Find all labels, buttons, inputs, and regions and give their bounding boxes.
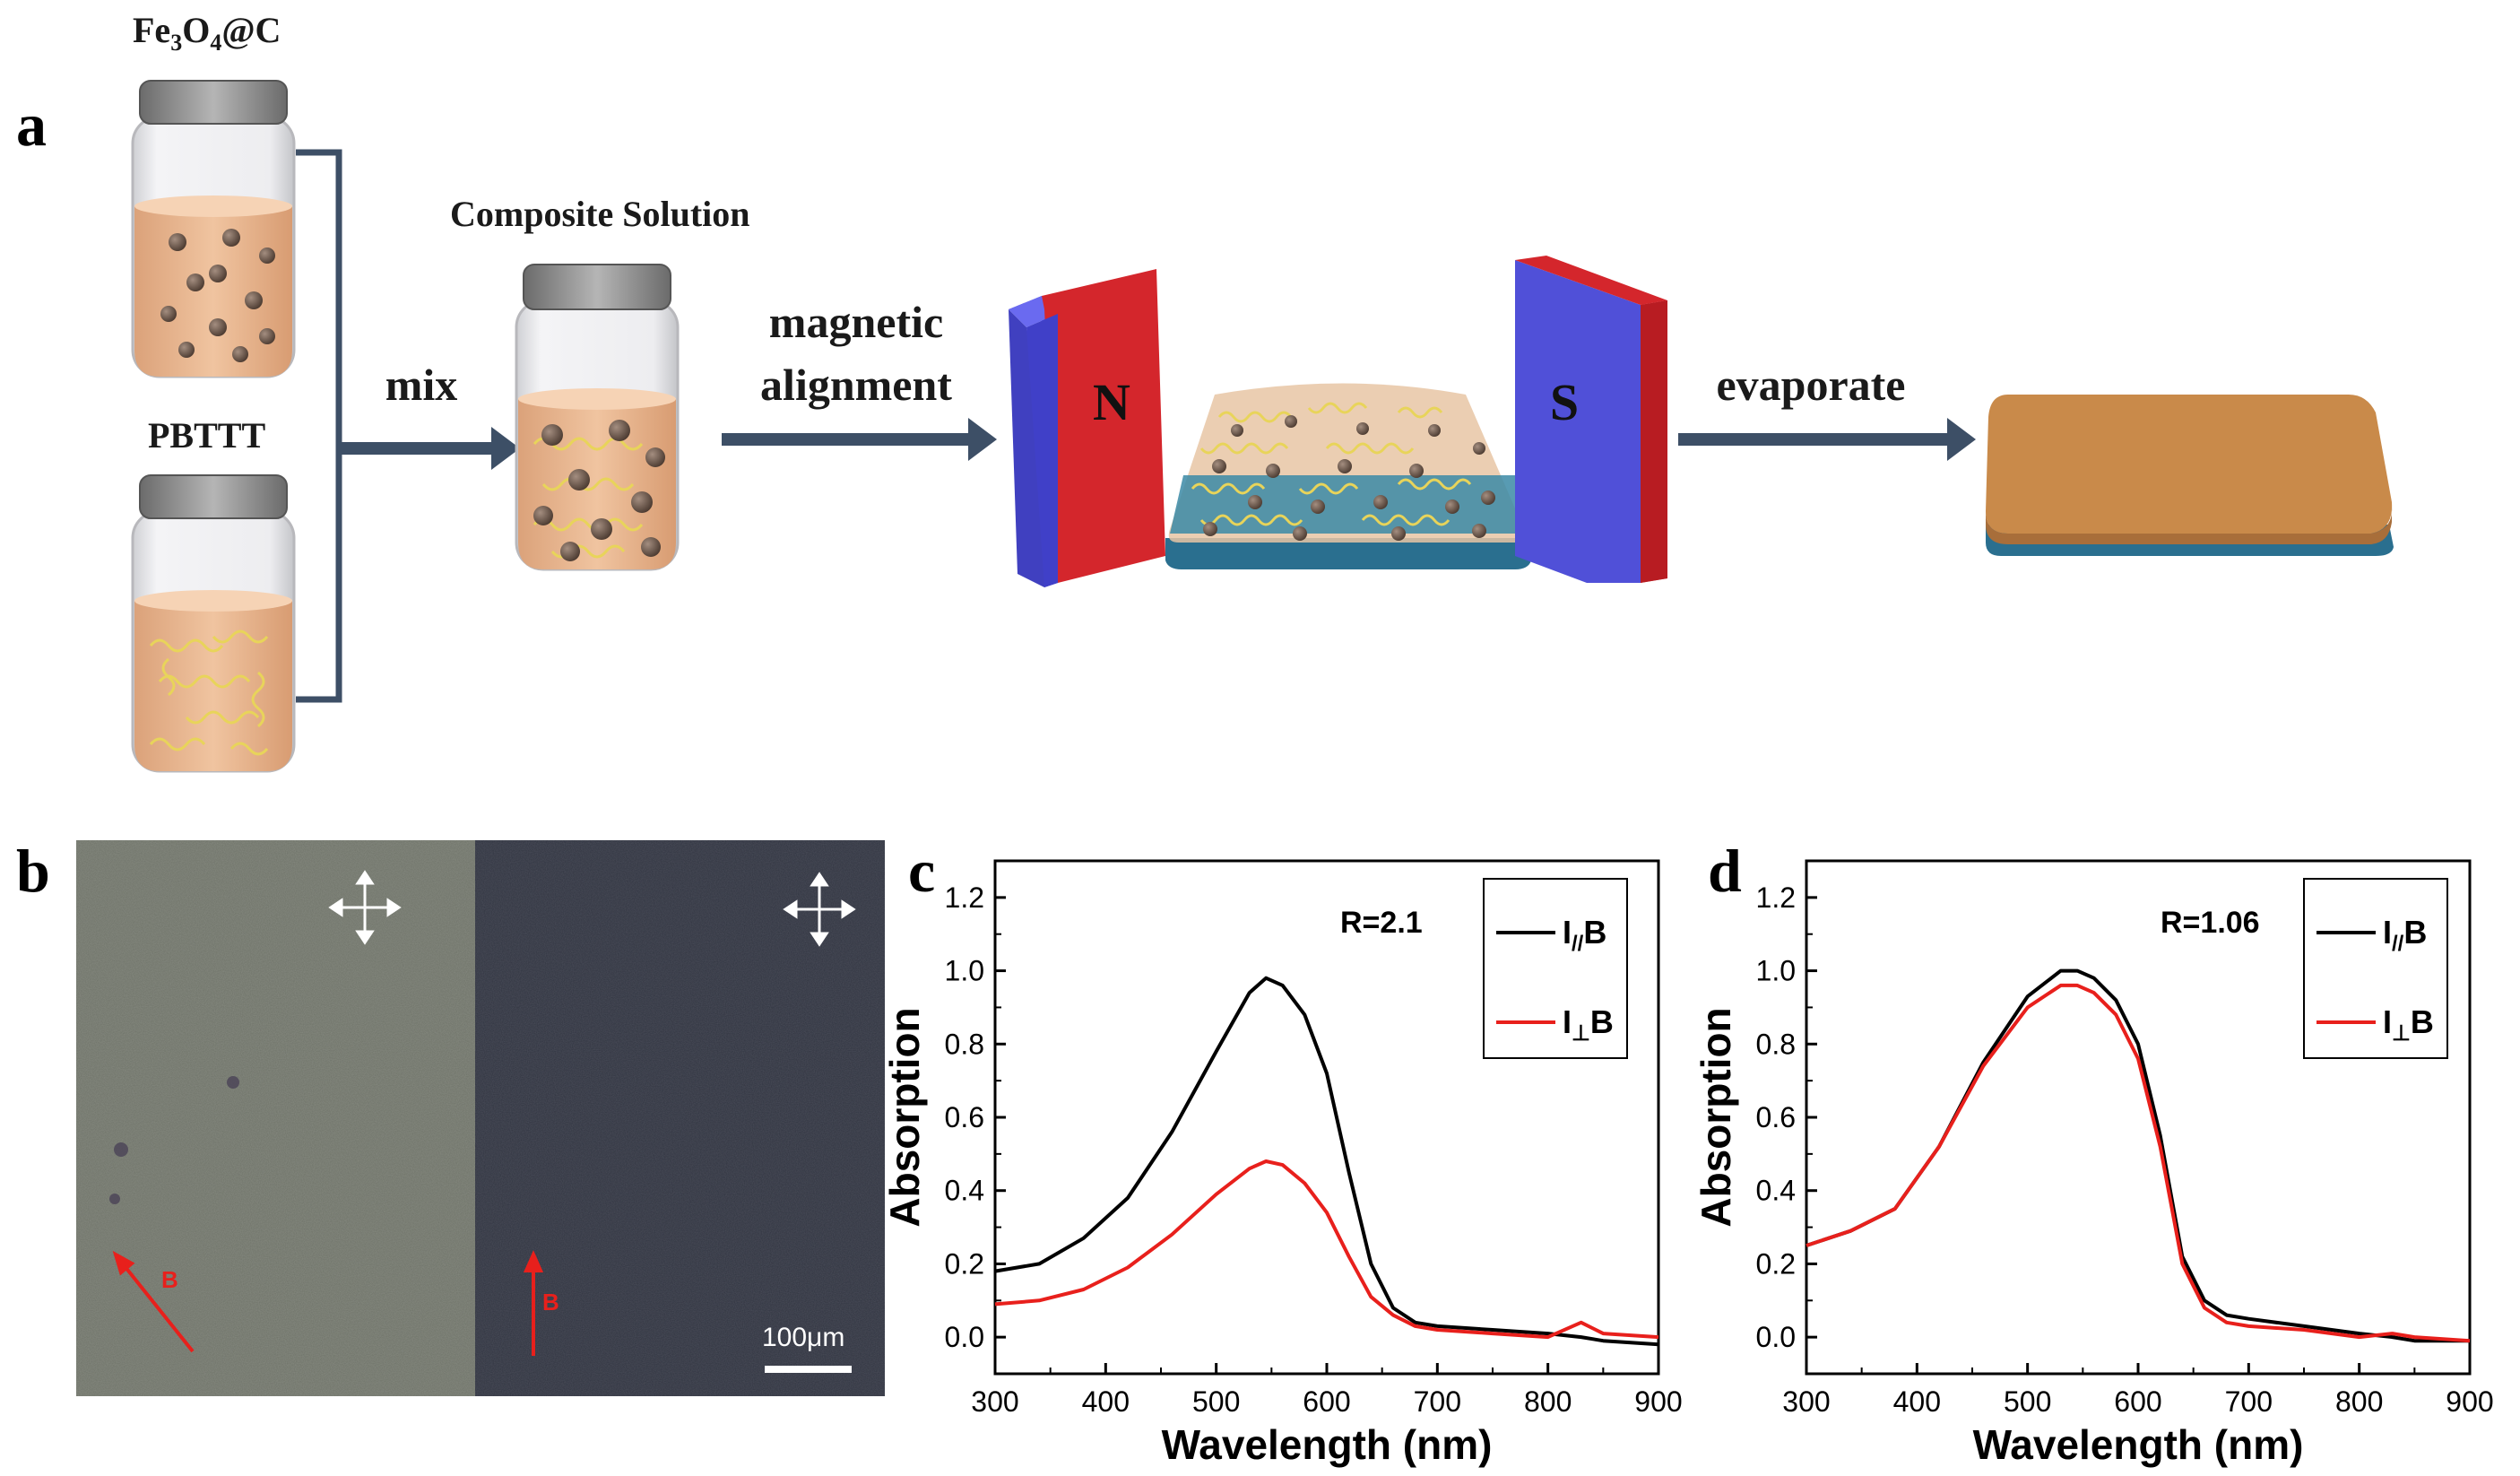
x-axis-label: Wavelength (nm) bbox=[1973, 1421, 2304, 1468]
y-tick-label: 1.0 bbox=[945, 955, 984, 987]
vial-fe3o4c bbox=[131, 80, 296, 378]
legend-box bbox=[2303, 878, 2448, 1059]
y-tick-label: 0.4 bbox=[1756, 1175, 1796, 1207]
ratio-annotation: R=2.1 bbox=[1340, 906, 1423, 940]
series-line bbox=[994, 976, 1659, 1347]
field-label-right: B bbox=[542, 1289, 559, 1315]
y-axis-label: Absorption bbox=[883, 1007, 928, 1227]
field-arrow-left bbox=[112, 1250, 195, 1353]
fe3o4c-label: Fe3O4@C bbox=[133, 10, 281, 56]
y-tick-label: 0.2 bbox=[1756, 1247, 1796, 1280]
y-tick-label: 0.2 bbox=[945, 1247, 984, 1280]
step-label-alignment: alignment bbox=[760, 360, 952, 410]
polarizer-cross-left bbox=[328, 870, 402, 945]
y-tick-label: 1.2 bbox=[945, 881, 984, 914]
field-label-left: B bbox=[161, 1266, 178, 1293]
x-tick-label: 500 bbox=[1192, 1385, 1240, 1418]
magnet-s bbox=[1515, 256, 1667, 583]
x-tick-label: 900 bbox=[1634, 1385, 1682, 1418]
vial-composite bbox=[515, 264, 680, 571]
y-tick-label: 1.0 bbox=[1756, 955, 1796, 987]
step-label-magnetic: magnetic bbox=[768, 297, 944, 347]
y-tick-label: 0.0 bbox=[945, 1321, 984, 1353]
final-film bbox=[1986, 395, 2394, 556]
magnet-n-label: N bbox=[1093, 373, 1130, 431]
legend-label: I⊥B bbox=[2383, 1003, 2434, 1046]
y-tick-label: 0.8 bbox=[945, 1028, 984, 1060]
x-tick-label: 800 bbox=[1524, 1385, 1572, 1418]
sample-tray bbox=[1165, 383, 1536, 569]
mix-bracket bbox=[296, 149, 342, 703]
legend-box bbox=[1483, 878, 1628, 1059]
x-axis-label: Wavelength (nm) bbox=[1162, 1421, 1493, 1468]
x-tick-label: 900 bbox=[2446, 1385, 2493, 1418]
y-tick-label: 0.6 bbox=[945, 1101, 984, 1133]
panel-letter-c: c bbox=[908, 837, 936, 905]
arrow-evaporate bbox=[1678, 418, 1976, 461]
scale-bar-label: 100μm bbox=[762, 1323, 845, 1352]
ratio-annotation: R=1.06 bbox=[2161, 906, 2260, 940]
x-tick-label: 600 bbox=[2114, 1385, 2161, 1418]
absorption-chart-c: 300 400 500 600 700 800 900 0.0 0.2 0.4 0.6 0.8 1.0 1… bbox=[883, 859, 1683, 1468]
legend-label: I⊥B bbox=[1563, 1003, 1614, 1046]
panel-a-schematic bbox=[131, 80, 2394, 773]
panel-letter-a: a bbox=[16, 91, 47, 159]
legend-label: I//B bbox=[2383, 914, 2427, 956]
field-arrow-right bbox=[523, 1250, 544, 1356]
y-tick-label: 0.0 bbox=[1756, 1321, 1796, 1353]
arrow-mix bbox=[339, 427, 520, 470]
panel-letter-b: b bbox=[16, 837, 50, 905]
composite-solution-label: Composite Solution bbox=[450, 194, 750, 234]
legend-label: I//B bbox=[1563, 914, 1606, 956]
x-tick-label: 500 bbox=[2004, 1385, 2051, 1418]
polarized-micrographs bbox=[76, 840, 885, 1396]
x-tick-label: 700 bbox=[1414, 1385, 1461, 1418]
y-tick-label: 0.4 bbox=[945, 1175, 984, 1207]
series-line bbox=[994, 1159, 1659, 1340]
x-tick-label: 700 bbox=[2225, 1385, 2273, 1418]
series-line bbox=[1806, 983, 2471, 1343]
x-tick-label: 400 bbox=[1893, 1385, 1941, 1418]
step-label-evaporate: evaporate bbox=[1716, 360, 1906, 410]
x-tick-label: 300 bbox=[971, 1385, 1018, 1418]
panel-letter-d: d bbox=[1708, 837, 1742, 905]
arrow-magnetic-alignment bbox=[722, 418, 997, 461]
magnet-n bbox=[1009, 269, 1165, 587]
absorption-chart-d: 300 400 500 600 700 800 900 0.0 0.2 0.4 0.6 0.8 1.0 1… bbox=[1694, 859, 2494, 1468]
x-tick-label: 400 bbox=[1082, 1385, 1130, 1418]
step-label-mix: mix bbox=[385, 360, 458, 410]
polarizer-cross-right bbox=[783, 872, 856, 947]
x-tick-label: 600 bbox=[1303, 1385, 1350, 1418]
pbttt-label: PBTTT bbox=[148, 415, 266, 456]
y-tick-label: 0.8 bbox=[1756, 1028, 1796, 1060]
y-axis-label: Absorption bbox=[1694, 1007, 1739, 1227]
x-tick-label: 300 bbox=[1782, 1385, 1830, 1418]
y-tick-label: 0.6 bbox=[1756, 1101, 1796, 1133]
magnet-s-label: S bbox=[1549, 373, 1580, 431]
vial-pbttt bbox=[131, 474, 296, 773]
y-tick-label: 1.2 bbox=[1756, 881, 1796, 914]
x-tick-label: 800 bbox=[2335, 1385, 2383, 1418]
